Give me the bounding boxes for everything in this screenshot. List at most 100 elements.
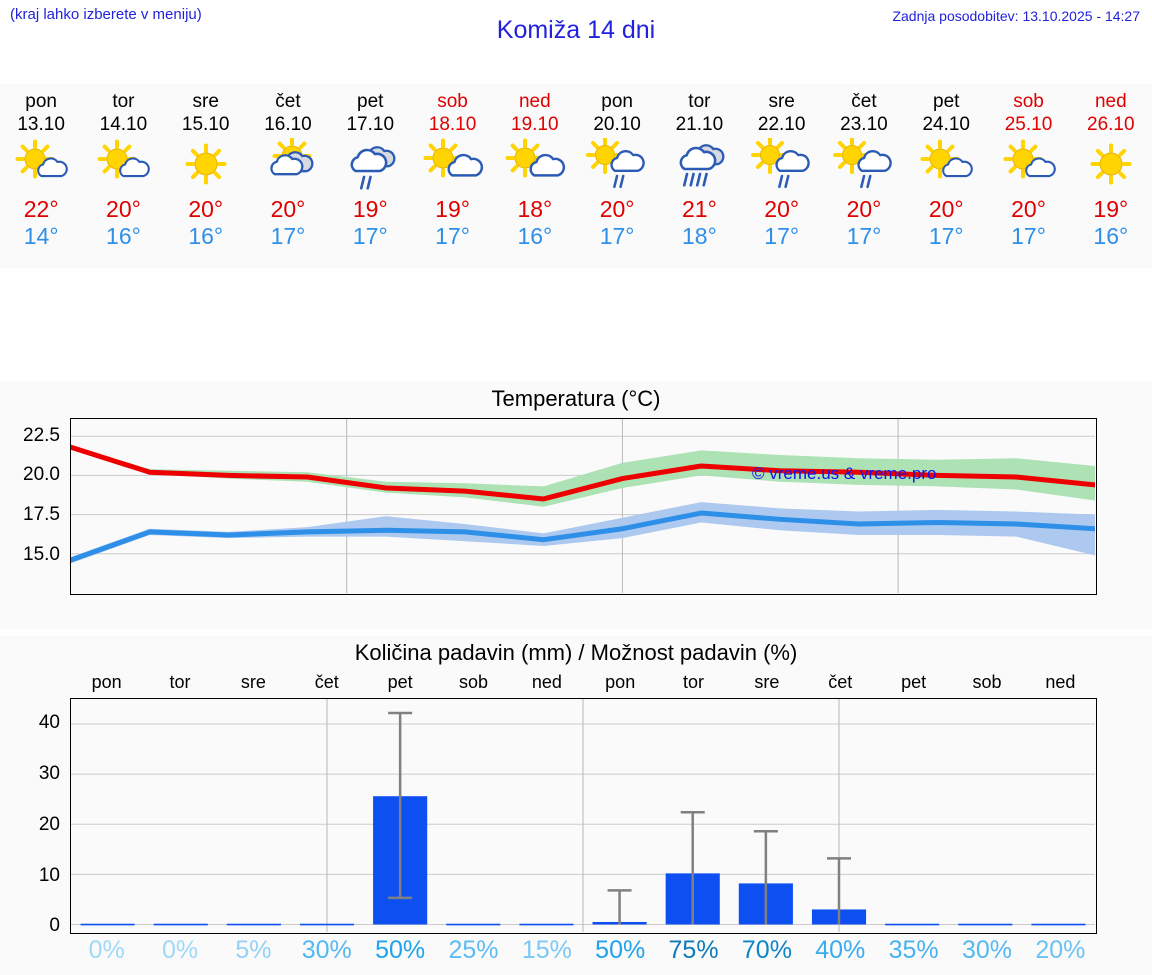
day-column[interactable]: ned 19.10 18° 16° (494, 84, 576, 268)
precipitation-probability-label: 20% (1035, 936, 1086, 964)
temperature-chart-panel: Temperatura (°C) 15.0 17.5 20.0 22.5 (0, 382, 1152, 630)
min-temperature-label: 17° (352, 223, 388, 249)
precipitation-bar (80, 923, 135, 926)
precipitation-y-tick-label: 20 (38, 813, 60, 835)
day-date-label: 24.10 (922, 114, 970, 135)
day-column[interactable]: ned 26.10 19° 16° (1070, 84, 1152, 268)
menu-hint-text: (kraj lahko izberete v meniju) (10, 6, 202, 23)
temperature-plot-area (70, 418, 1097, 595)
max-temperature-label: 20° (188, 196, 224, 222)
day-column[interactable]: pet 24.10 20° 17° (905, 84, 987, 268)
precipitation-day-label: ned (531, 672, 562, 692)
precipitation-bar (446, 923, 501, 926)
day-column[interactable]: sob 25.10 20° 17° (987, 84, 1069, 268)
sun-cloud-light-rain-icon (832, 138, 896, 194)
day-date-label: 23.10 (840, 114, 888, 135)
day-name-label: pet (357, 91, 384, 112)
day-name-label: tor (112, 91, 135, 112)
sun-cloud-light-rain-icon (750, 138, 814, 194)
precipitation-probability-label: 50% (375, 936, 426, 964)
min-temperature-label: 17° (846, 223, 882, 249)
sun-small-cloud-icon (997, 138, 1061, 194)
temperature-plot-svg (71, 419, 1095, 593)
precipitation-probability-label: 35% (888, 936, 939, 964)
temperature-y-tick-label: 17.5 (23, 504, 60, 526)
min-temperature-label: 17° (764, 223, 800, 249)
precipitation-bar (519, 923, 574, 926)
day-column[interactable]: sre 22.10 20° 17° (741, 84, 823, 268)
sun-cloud-icon (421, 138, 485, 194)
precipitation-probability-label: 0% (161, 936, 199, 964)
precipitation-bar (299, 923, 355, 926)
day-name-label: pon (601, 91, 633, 112)
day-date-label: 15.10 (181, 114, 230, 135)
precipitation-plot-area (70, 698, 1097, 934)
precipitation-probability-label: 25% (448, 936, 499, 964)
precipitation-probability-label: 15% (521, 936, 572, 964)
day-name-label: tor (688, 91, 711, 112)
day-name-label: sob (1013, 91, 1044, 112)
day-name-label: ned (518, 91, 551, 112)
sun-small-cloud-icon (91, 138, 155, 194)
day-date-label: 13.10 (17, 114, 65, 135)
precipitation-bar (1031, 923, 1086, 926)
day-column[interactable]: čet 16.10 20° 17° (247, 84, 329, 268)
temperature-chart-title: Temperatura (°C) (491, 386, 661, 411)
min-temperature-label: 17° (1011, 223, 1046, 249)
max-temperature-label: 20° (599, 196, 635, 222)
max-temperature-label: 22° (23, 196, 59, 222)
precipitation-bar (885, 923, 940, 926)
sun-cloud-light-rain-icon (585, 138, 649, 194)
max-temperature-label: 20° (846, 196, 882, 222)
day-column[interactable]: pon 13.10 22° 14° (0, 84, 82, 268)
day-date-label: 19.10 (511, 114, 559, 135)
precipitation-day-label: pet (387, 672, 413, 692)
day-column[interactable]: sob 18.10 19° 17° (411, 84, 493, 268)
temperature-y-axis-labels: 15.0 17.5 20.0 22.5 (0, 418, 66, 595)
temperature-y-tick-label: 15.0 (23, 544, 60, 566)
sun-behind-cloud-icon (256, 138, 320, 194)
day-date-label: 21.10 (675, 114, 724, 135)
page-title: Komiža 14 dni (496, 16, 656, 44)
precipitation-probability-labels: 0% 0% 5% 30% 50% 25% 15% 50% 75% 70% 40% 35% 30% 20% (70, 936, 1097, 972)
precipitation-y-tick-label: 10 (38, 864, 60, 886)
day-date-label: 16.10 (264, 114, 312, 135)
day-column[interactable]: pet 17.10 19° 17° (329, 84, 411, 268)
day-date-label: 22.10 (757, 114, 806, 135)
max-temperature-label: 21° (682, 196, 717, 222)
precipitation-day-label: pon (605, 672, 636, 692)
day-date-label: 17.10 (346, 114, 395, 135)
daily-forecast-strip: pon 13.10 22° 14° tor 14.10 20° 16° sre 15.10 20° 1… (0, 84, 1152, 268)
day-column[interactable]: tor 21.10 21° 18° (658, 84, 740, 268)
day-column[interactable]: tor 14.10 20° 16° (82, 84, 164, 268)
watermark-text: © vreme.us & vreme.pro (752, 464, 937, 483)
precipitation-plot-svg (71, 699, 1095, 932)
day-name-label: sre (192, 91, 219, 112)
day-date-label: 14.10 (99, 114, 148, 135)
min-temperature-label: 16° (517, 223, 553, 249)
min-temperature-label: 16° (188, 223, 224, 249)
max-temperature-label: 19° (435, 196, 470, 222)
temperature-y-tick-label: 20.0 (23, 464, 60, 486)
day-column[interactable]: čet 23.10 20° 17° (823, 84, 905, 268)
day-date-label: 26.10 (1087, 114, 1135, 135)
max-temperature-label: 20° (1011, 196, 1046, 222)
precipitation-probability-label: 5% (235, 936, 272, 964)
last-updated-text: Zadnja posodobitev: 13.10.2025 - 14:27 (892, 8, 1140, 24)
precipitation-day-label: čet (314, 672, 339, 692)
precipitation-y-tick-label: 40 (38, 712, 60, 734)
precipitation-day-label: sre (240, 672, 266, 692)
precipitation-day-label: sob (458, 672, 488, 692)
day-column[interactable]: sre 15.10 20° 16° (165, 84, 247, 268)
precipitation-day-label: ned (1045, 672, 1076, 692)
day-name-label: čet (275, 91, 301, 112)
day-name-label: ned (1094, 91, 1127, 112)
day-column[interactable]: pon 20.10 20° 17° (576, 84, 658, 268)
min-temperature-label: 16° (1093, 223, 1129, 249)
precipitation-day-label: sob (972, 672, 1002, 692)
day-name-label: sre (768, 91, 795, 112)
precipitation-y-tick-label: 30 (38, 763, 60, 785)
sun-icon (174, 138, 238, 194)
precipitation-probability-label: 30% (301, 936, 352, 964)
